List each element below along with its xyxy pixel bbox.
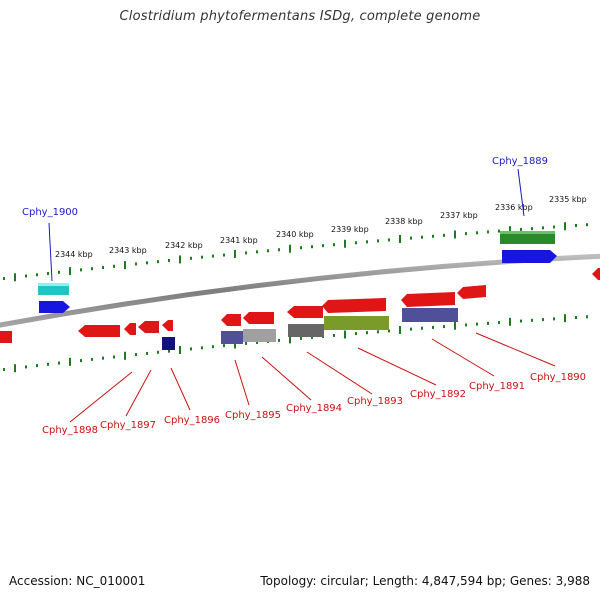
gene-label-leader — [234, 359, 250, 406]
cds-box — [243, 329, 276, 342]
gene-arrow — [401, 292, 455, 307]
cds-box-highlight — [500, 231, 555, 234]
kbp-label: 2340 kbp — [276, 230, 314, 239]
gene-label-leader — [517, 168, 525, 217]
gene-arrow — [243, 312, 274, 324]
gene-label: Cphy_1897 — [100, 420, 156, 431]
gene-label-leader — [306, 351, 373, 395]
gene-arrow — [592, 268, 600, 280]
gene-arrow — [78, 325, 120, 337]
cds-box — [162, 337, 175, 350]
gene-label-leader — [170, 367, 191, 411]
gene-label-leader — [357, 347, 437, 386]
cds-box — [500, 231, 555, 244]
gene-arrow — [457, 285, 486, 299]
upper-tick-row — [3, 222, 588, 282]
gene-label-leader — [69, 371, 133, 423]
kbp-label: 2339 kbp — [331, 225, 369, 234]
kbp-label: 2342 kbp — [165, 241, 203, 250]
kbp-label: 2344 kbp — [55, 250, 93, 259]
gene-label: Cphy_1900 — [22, 207, 78, 218]
gene-label: Cphy_1890 — [530, 372, 586, 383]
gene-label-leader — [475, 332, 556, 367]
gene-label-leader — [48, 222, 53, 282]
gene-label-leader — [431, 338, 495, 377]
gene-label: Cphy_1898 — [42, 425, 98, 436]
lower-tick-row — [3, 314, 588, 373]
kbp-label: 2341 kbp — [220, 236, 258, 245]
cds-box — [221, 331, 243, 344]
gene-label: Cphy_1894 — [286, 403, 342, 414]
cds-box — [324, 316, 389, 330]
gene-arrow — [322, 298, 386, 313]
gene-label: Cphy_1895 — [225, 410, 281, 421]
gene-label: Cphy_1896 — [164, 415, 220, 426]
gene-label: Cphy_1891 — [469, 381, 525, 392]
gene-arrow — [124, 323, 136, 335]
kbp-label: 2337 kbp — [440, 211, 478, 220]
map-title: Clostridium phytofermentans ISDg, comple… — [119, 9, 481, 24]
gene-label-leader — [261, 356, 312, 401]
gene-arrow — [287, 306, 323, 318]
kbp-label: 2338 kbp — [385, 217, 423, 226]
cds-box-highlight — [38, 283, 69, 286]
kbp-label: 2336 kbp — [495, 203, 533, 212]
gene-label-leader — [125, 369, 152, 417]
gene-arrow — [0, 331, 12, 343]
accession-text: Accession: NC_010001 — [9, 574, 146, 588]
gene-arrow — [162, 320, 173, 331]
cds-arrow — [39, 301, 70, 313]
kbp-label: 2335 kbp — [549, 195, 587, 204]
gene-label: Cphy_1889 — [492, 156, 548, 167]
topology-text: Topology: circular; Length: 4,847,594 bp… — [260, 574, 590, 588]
kbp-label: 2343 kbp — [109, 246, 147, 255]
gene-label: Cphy_1893 — [347, 396, 403, 407]
cds-arrow — [502, 250, 557, 263]
cds-box — [288, 324, 324, 337]
gene-label: Cphy_1892 — [410, 389, 466, 400]
cds-box — [402, 308, 458, 322]
gene-arrow — [221, 314, 241, 326]
gene-arrow — [138, 321, 159, 333]
